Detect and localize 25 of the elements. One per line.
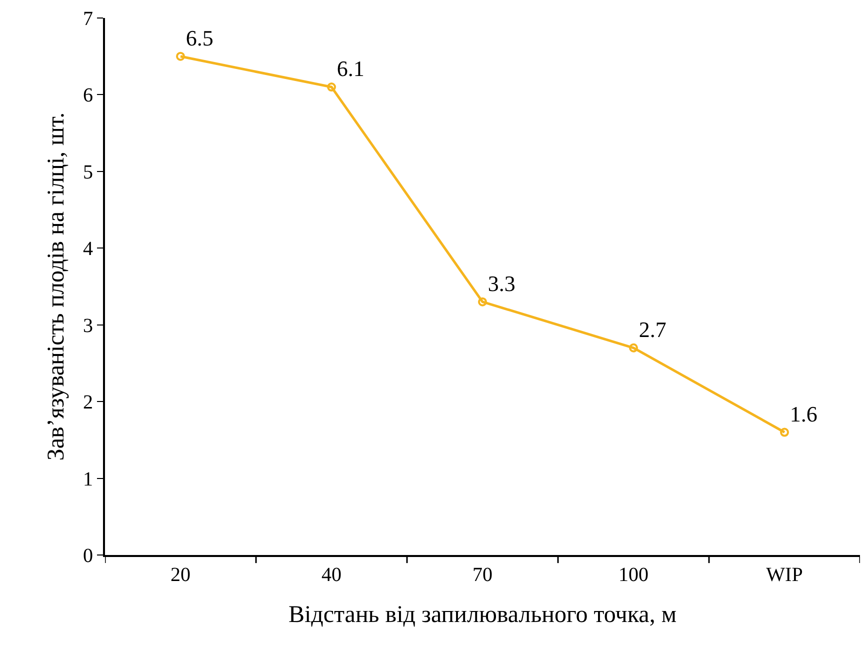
point xyxy=(780,428,789,437)
y-tick-label: 3 xyxy=(83,314,93,337)
y-tick-label: 4 xyxy=(83,238,93,260)
point xyxy=(478,297,487,306)
y-tick-label: 0 xyxy=(83,545,93,567)
x-tick-label: 20 xyxy=(170,564,190,586)
data-label: 6.5 xyxy=(186,25,214,50)
y-axis-title: Зав’язуваність плодів на гілці, шт. xyxy=(44,112,70,461)
data-label: 2.7 xyxy=(638,316,666,342)
y-tick-label: 1 xyxy=(83,468,93,490)
x-tick-label: WIP xyxy=(766,564,803,586)
point xyxy=(629,343,638,352)
data-label: 3.3 xyxy=(488,270,516,296)
point xyxy=(327,82,336,92)
x-tick-label: 100 xyxy=(618,564,648,586)
data-label: 6.1 xyxy=(336,56,364,82)
x-axis-title: Відстань від запилювального точка, м xyxy=(288,602,677,628)
x-tick-label: 40 xyxy=(322,564,342,586)
y-tick-label: 6 xyxy=(83,84,93,107)
data-label: 1.6 xyxy=(790,401,818,426)
y-tick-label: 2 xyxy=(83,392,93,414)
point xyxy=(176,52,185,61)
y-tick-label: 7 xyxy=(83,8,93,30)
x-tick-label: 70 xyxy=(472,564,492,586)
y-tick-label: 5 xyxy=(83,161,93,184)
